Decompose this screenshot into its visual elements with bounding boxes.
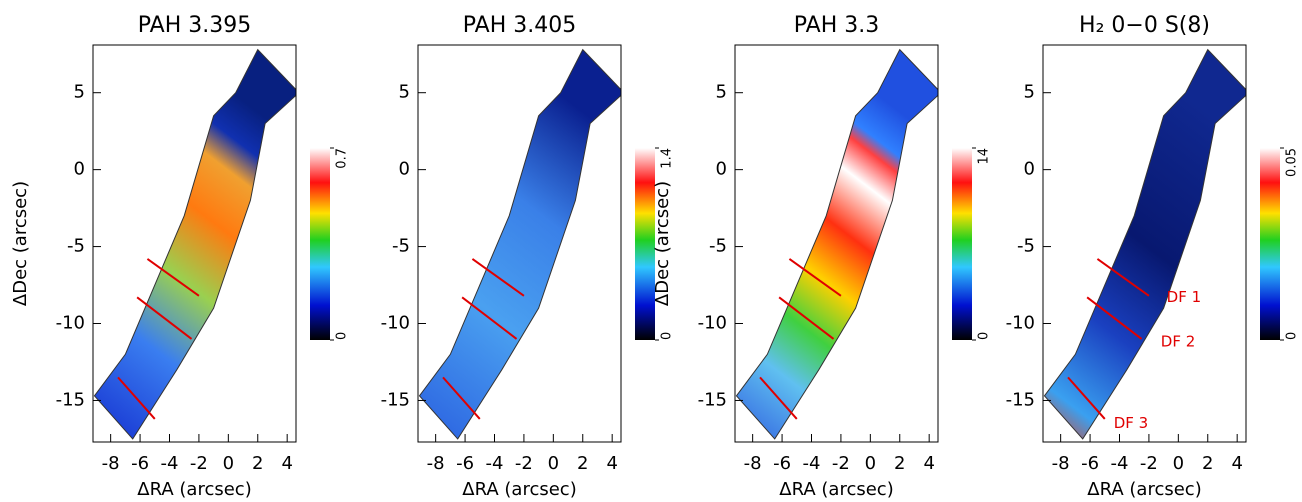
colorbar-tick-label: 0.7 [335, 148, 350, 169]
y-tick-label: -15 [56, 389, 85, 410]
map-image [93, 48, 296, 440]
y-tick-label: 5 [716, 82, 727, 103]
x-tick-label: -2 [515, 453, 533, 474]
map-area [418, 48, 621, 440]
red-line [1067, 376, 1106, 420]
y-tick-label: -10 [56, 313, 85, 334]
colorbar-tick-label: 0 [1285, 332, 1300, 340]
y-tick-label: -5 [67, 236, 85, 257]
x-tick-label: 2 [1202, 453, 1213, 474]
x-tick-label: -6 [456, 453, 474, 474]
x-tick-label: -6 [131, 453, 149, 474]
x-tick-label: 4 [923, 453, 934, 474]
x-axis-label: ΔRA (arcsec) [779, 479, 893, 500]
y-tick-label: 0 [1024, 159, 1035, 180]
x-tick-label: -4 [486, 453, 504, 474]
colorbar-tick-label: 1.4 [660, 148, 675, 169]
y-tick-label: 0 [74, 159, 85, 180]
x-tick-label: 2 [252, 453, 263, 474]
panel-title: PAH 3.405 [463, 13, 576, 38]
y-tick-label: -15 [1006, 389, 1035, 410]
x-tick-label: 0 [865, 453, 876, 474]
panel-title: H₂ 0−0 S(8) [1079, 13, 1210, 38]
colorbar [952, 148, 972, 340]
y-axis-label: ΔDec (arcsec) [10, 181, 31, 306]
red-line [136, 296, 193, 340]
x-axis-label: ΔRA (arcsec) [137, 479, 251, 500]
x-tick-label: -2 [1140, 453, 1158, 474]
x-tick-label: -4 [1111, 453, 1129, 474]
plot-frame [417, 44, 622, 443]
red-line [759, 376, 798, 420]
x-tick-label: -8 [102, 453, 120, 474]
red-line [788, 258, 842, 297]
x-tick-label: 0 [548, 453, 559, 474]
x-tick-label: -6 [1081, 453, 1099, 474]
y-tick-label: -15 [698, 389, 727, 410]
y-tick-label: 0 [399, 159, 410, 180]
red-line [1086, 296, 1143, 340]
panel-title: PAH 3.395 [138, 13, 251, 38]
x-tick-label: 2 [894, 453, 905, 474]
colorbar-tick-label: 0.05 [1285, 148, 1300, 177]
x-tick-label: -4 [803, 453, 821, 474]
colorbar-tick-label: 14 [977, 148, 992, 165]
colorbar [1260, 148, 1280, 340]
x-tick-label: 0 [223, 453, 234, 474]
plot-frame [1042, 44, 1247, 443]
y-tick-label: -10 [381, 313, 410, 334]
map-area [93, 48, 296, 440]
x-tick-label: 4 [281, 453, 292, 474]
x-tick-label: -4 [161, 453, 179, 474]
y-tick-label: 0 [716, 159, 727, 180]
red-line [461, 296, 518, 340]
annotation: DF 3 [1114, 414, 1149, 432]
map-area [1043, 48, 1246, 440]
colorbar-tick-label: 0 [335, 332, 350, 340]
x-tick-label: -2 [190, 453, 208, 474]
y-tick-label: -15 [381, 389, 410, 410]
x-tick-label: -8 [744, 453, 762, 474]
colorbar-tick-label: 0 [660, 332, 675, 340]
annotation: DF 1 [1167, 288, 1202, 306]
x-tick-label: -6 [773, 453, 791, 474]
y-tick-label: 5 [74, 82, 85, 103]
y-tick-label: 5 [1024, 82, 1035, 103]
panel-title: PAH 3.3 [794, 13, 879, 38]
colorbar [310, 148, 330, 340]
y-tick-label: -10 [698, 313, 727, 334]
red-line [778, 296, 835, 340]
red-line [146, 258, 200, 297]
colorbar [635, 148, 655, 340]
map-image [1043, 48, 1246, 440]
map-image [418, 48, 621, 440]
red-line [442, 376, 481, 420]
red-line [471, 258, 525, 297]
x-axis-label: ΔRA (arcsec) [462, 479, 576, 500]
red-line [117, 376, 156, 420]
x-tick-label: -8 [427, 453, 445, 474]
colorbar-tick-label: 0 [977, 332, 992, 340]
x-tick-label: 4 [606, 453, 617, 474]
x-tick-label: -2 [832, 453, 850, 474]
x-axis-label: ΔRA (arcsec) [1087, 479, 1201, 500]
y-tick-label: -5 [392, 236, 410, 257]
annotation: DF 2 [1161, 332, 1196, 350]
x-tick-label: 4 [1231, 453, 1242, 474]
y-tick-label: -5 [709, 236, 727, 257]
x-tick-label: 2 [577, 453, 588, 474]
map-area [735, 48, 938, 440]
y-tick-label: -5 [1017, 236, 1035, 257]
map-image [735, 48, 938, 440]
plot-frame [92, 44, 297, 443]
y-axis-label: ΔDec (arcsec) [652, 181, 673, 306]
y-tick-label: 5 [399, 82, 410, 103]
y-tick-label: -10 [1006, 313, 1035, 334]
x-tick-label: -8 [1052, 453, 1070, 474]
plot-frame [734, 44, 939, 443]
x-tick-label: 0 [1173, 453, 1184, 474]
red-line [1096, 258, 1150, 297]
